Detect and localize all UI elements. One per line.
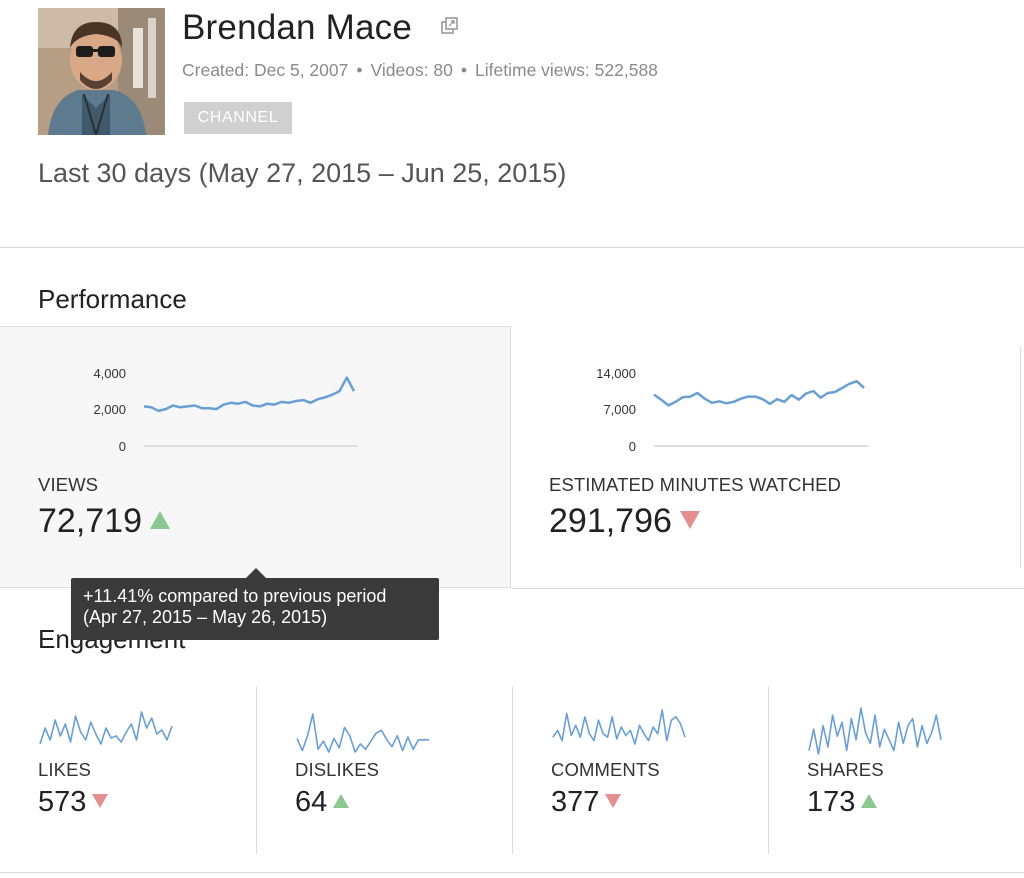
comments-series-line <box>552 709 686 745</box>
date-range-title: Last 30 days (May 27, 2015 – Jun 25, 201… <box>38 158 567 188</box>
divider <box>511 588 1024 589</box>
comments-value: 377 <box>551 786 622 819</box>
trend-down-icon <box>92 794 109 809</box>
minutes-value: 291,796 <box>549 502 700 541</box>
shares-label: SHARES <box>807 759 884 780</box>
minutes-series-line <box>653 379 865 407</box>
views-chart: 4,000 2,000 0 <box>78 362 368 458</box>
y-tick-label: 4,000 <box>93 366 126 381</box>
likes-label: LIKES <box>38 759 91 780</box>
minutes-label: ESTIMATED MINUTES WATCHED <box>549 474 841 495</box>
shares-number: 173 <box>807 786 856 818</box>
likes-value: 573 <box>38 786 109 819</box>
likes-series-line <box>39 711 173 745</box>
trend-up-icon <box>861 794 878 809</box>
tooltip-line-2: (Apr 27, 2015 – May 26, 2015) <box>83 607 328 627</box>
trend-up-icon <box>333 794 350 809</box>
separator-dot: • <box>460 60 468 80</box>
dislikes-value: 64 <box>295 786 350 819</box>
shares-value: 173 <box>807 786 878 819</box>
shares-series-line <box>808 707 942 755</box>
divider <box>512 686 513 854</box>
divider <box>768 686 769 854</box>
trend-up-icon <box>150 511 170 530</box>
views-label: VIEWS <box>38 474 99 495</box>
divider <box>256 686 257 854</box>
y-tick-label: 7,000 <box>603 402 636 417</box>
separator-dot: • <box>356 60 363 80</box>
y-tick-label: 14,000 <box>596 366 636 381</box>
divider <box>0 872 1024 873</box>
comparison-tooltip: +11.41% compared to previous period (Apr… <box>71 578 439 640</box>
divider <box>1020 346 1021 568</box>
channel-badge: CHANNEL <box>184 102 292 134</box>
trend-down-icon <box>679 511 700 530</box>
avatar-photo <box>38 8 165 135</box>
dislikes-number: 64 <box>295 786 328 818</box>
dislikes-label: DISLIKES <box>295 759 380 780</box>
minutes-number: 291,796 <box>549 502 672 540</box>
views-number: 72,719 <box>38 502 142 540</box>
divider <box>0 247 1024 248</box>
y-tick-label: 2,000 <box>93 402 126 417</box>
dislikes-series-line <box>296 713 429 753</box>
y-tick-label: 0 <box>119 439 126 454</box>
views-value: 72,719 <box>38 502 170 541</box>
trend-down-icon <box>605 794 622 809</box>
minutes-chart: 14,000 7,000 0 <box>588 362 888 458</box>
comments-label: COMMENTS <box>551 759 660 780</box>
avatar[interactable] <box>38 8 165 135</box>
external-link-icon[interactable] <box>441 17 459 35</box>
comments-number: 377 <box>551 786 600 818</box>
lifetime-views: Lifetime views: 522,588 <box>475 60 658 80</box>
tooltip-caret <box>246 568 266 578</box>
comments-sparkline <box>552 706 687 748</box>
created-date: Created: Dec 5, 2007 <box>182 60 349 80</box>
y-tick-label: 0 <box>629 439 636 454</box>
views-series-line <box>143 376 356 413</box>
likes-number: 573 <box>38 786 87 818</box>
tooltip-line-1: +11.41% compared to previous period <box>83 586 387 606</box>
channel-meta: Created: Dec 5, 2007 • Videos: 80 • Lifetime… <box>182 60 658 81</box>
likes-sparkline <box>39 708 174 748</box>
performance-title: Performance <box>38 284 187 314</box>
channel-name[interactable]: Brendan Mace <box>182 8 413 47</box>
shares-sparkline <box>808 704 943 756</box>
dislikes-sparkline <box>296 708 431 756</box>
video-count: Videos: 80 <box>370 60 453 80</box>
